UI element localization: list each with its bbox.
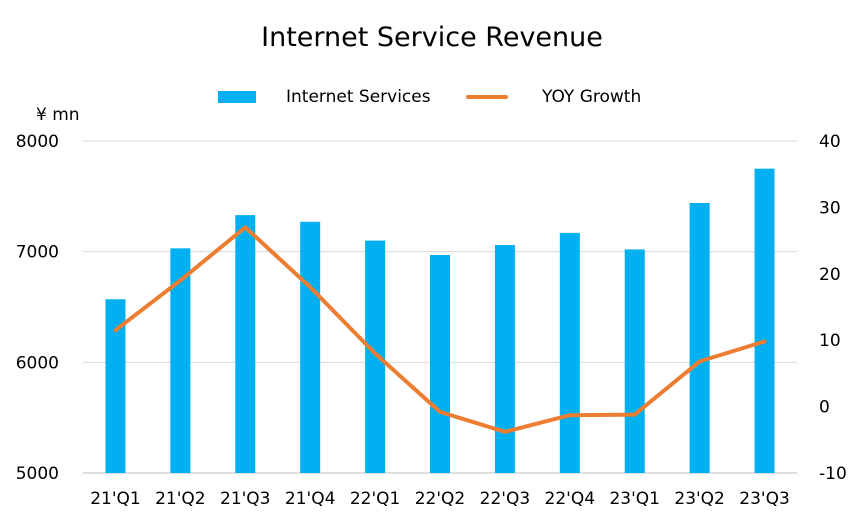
line-series	[113, 225, 767, 434]
x-tick-label: 23'Q3	[739, 489, 790, 509]
bar	[559, 232, 580, 473]
y2-tick-label: -10	[819, 464, 847, 484]
bar	[494, 245, 515, 473]
x-tick-label: 23'Q2	[674, 489, 725, 509]
bar	[105, 299, 126, 473]
x-tick-label: 22'Q4	[545, 489, 596, 509]
y2-tick-label: 10	[819, 331, 841, 351]
x-tick-label: 22'Q2	[415, 489, 466, 509]
legend-label-internet-services: Internet Services	[286, 87, 431, 107]
chart-title: Internet Service Revenue	[261, 22, 603, 53]
x-tick-label: 22'Q1	[350, 489, 401, 509]
axis-labels: 5000 6000 7000 8000 -10 0 10 20 30 40 21'Q1 21'Q2 21…	[16, 132, 847, 509]
bar	[365, 240, 386, 473]
x-tick-label: 21'Q1	[90, 489, 141, 509]
y-tick-label: 7000	[16, 243, 59, 263]
bar	[689, 202, 710, 473]
legend-item-yoy-growth: YOY Growth	[466, 87, 641, 107]
y-tick-label: 6000	[16, 353, 59, 373]
bar	[754, 168, 775, 473]
legend: Internet Services YOY Growth	[0, 87, 864, 113]
legend-label-yoy-growth: YOY Growth	[542, 87, 642, 107]
x-tick-label: 21'Q3	[220, 489, 271, 509]
y-tick-label: 5000	[16, 464, 59, 484]
x-tick-label: 21'Q2	[155, 489, 206, 509]
bar	[170, 248, 191, 473]
legend-swatch-line	[466, 95, 508, 99]
x-tick-label: 22'Q3	[480, 489, 531, 509]
x-tick-label: 21'Q4	[285, 489, 336, 509]
grid-lines	[83, 140, 797, 474]
y-axis-unit-label: ¥ mn	[36, 105, 80, 125]
x-tick-label: 23'Q1	[609, 489, 660, 509]
bar	[624, 249, 645, 473]
bar	[430, 254, 450, 473]
y2-tick-label: 30	[819, 198, 841, 218]
bar	[235, 215, 256, 473]
y-tick-label: 8000	[16, 132, 59, 152]
bar-series	[105, 168, 775, 473]
bar	[300, 221, 321, 473]
y2-tick-label: 20	[819, 265, 841, 285]
legend-swatch-bar	[218, 91, 256, 103]
y2-tick-label: 0	[819, 398, 830, 418]
y2-tick-label: 40	[819, 132, 841, 152]
legend-item-internet-services: Internet Services	[218, 87, 431, 107]
